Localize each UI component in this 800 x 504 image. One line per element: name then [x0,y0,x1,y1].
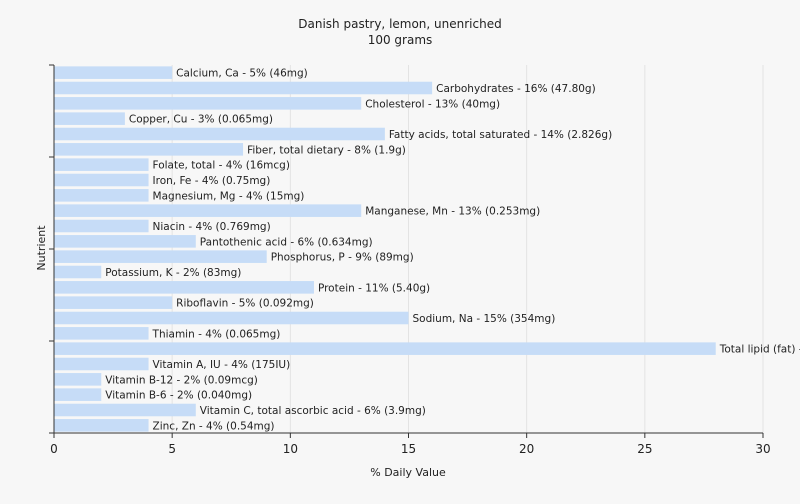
x-tick-label: 5 [168,442,176,456]
chart-subtitle: 100 grams [368,33,433,47]
bar-label: Niacin - 4% (0.769mg) [153,221,271,233]
bar-label: Folate, total - 4% (16mcg) [153,160,290,172]
bar [54,357,149,371]
bar [54,66,173,79]
bar [54,327,149,340]
bar-label: Fatty acids, total saturated - 14% (2.82… [389,129,612,141]
bar-label: Copper, Cu - 3% (0.065mg) [129,114,273,126]
bar [54,127,385,141]
bar [54,219,149,233]
bar-label: Fiber, total dietary - 8% (1.9g) [247,144,406,156]
bar [54,281,314,294]
bar-label: Iron, Fe - 4% (0.75mg) [153,175,271,187]
bar-label: Vitamin B-12 - 2% (0.09mcg) [105,374,258,386]
bar [54,235,196,248]
bar [54,189,149,202]
bar-label: Protein - 11% (5.40g) [318,282,430,294]
bar [54,81,433,95]
bar [54,143,244,156]
y-axis-label: Nutrient [35,225,48,271]
bar-label: Manganese, Mn - 13% (0.253mg) [365,206,540,218]
x-tick-label: 0 [50,442,58,456]
bar-label: Carbohydrates - 16% (47.80g) [436,83,596,95]
x-tick-label: 30 [755,442,770,456]
bar-label: Total lipid (fat) - 28% (18.50g) [719,344,800,356]
bar [54,311,409,325]
bar-label: Zinc, Zn - 4% (0.54mg) [153,420,275,432]
bar [54,373,102,386]
bar-label: Phosphorus, P - 9% (89mg) [271,252,414,264]
bar [54,204,362,217]
bar-label: Vitamin A, IU - 4% (175IU) [153,359,291,371]
bar [54,388,102,401]
chart-title: Danish pastry, lemon, unenriched [298,17,501,31]
bar [54,296,173,309]
bar-label: Pantothenic acid - 6% (0.634mg) [200,236,373,248]
bar-label: Vitamin C, total ascorbic acid - 6% (3.9… [200,405,426,417]
bar-label: Magnesium, Mg - 4% (15mg) [153,190,305,202]
x-axis-label: % Daily Value [370,466,446,479]
bar [54,97,362,110]
bar [54,403,196,417]
x-tick-label: 25 [637,442,652,456]
axes: 0 5 10 15 20 25 30 [49,64,771,456]
bar [54,342,716,355]
bar [54,419,149,432]
bar [54,112,125,125]
bar-label: Calcium, Ca - 5% (46mg) [176,68,308,80]
bar [54,250,267,263]
bar-label: Riboflavin - 5% (0.092mg) [176,298,314,310]
bar [54,173,149,187]
x-tick-label: 15 [401,442,416,456]
x-tick-label: 10 [283,442,298,456]
bars: Calcium, Ca - 5% (46mg) Carbohydrates - 1… [54,66,800,432]
bar [54,265,102,279]
bar-label: Vitamin B-6 - 2% (0.040mg) [105,390,252,402]
x-tick-label: 20 [519,442,534,456]
bar-label: Potassium, K - 2% (83mg) [105,267,241,279]
bar-label: Thiamin - 4% (0.065mg) [152,328,281,340]
bar-label: Sodium, Na - 15% (354mg) [413,313,556,325]
bar-label: Cholesterol - 13% (40mg) [365,98,500,110]
bar [54,158,149,171]
